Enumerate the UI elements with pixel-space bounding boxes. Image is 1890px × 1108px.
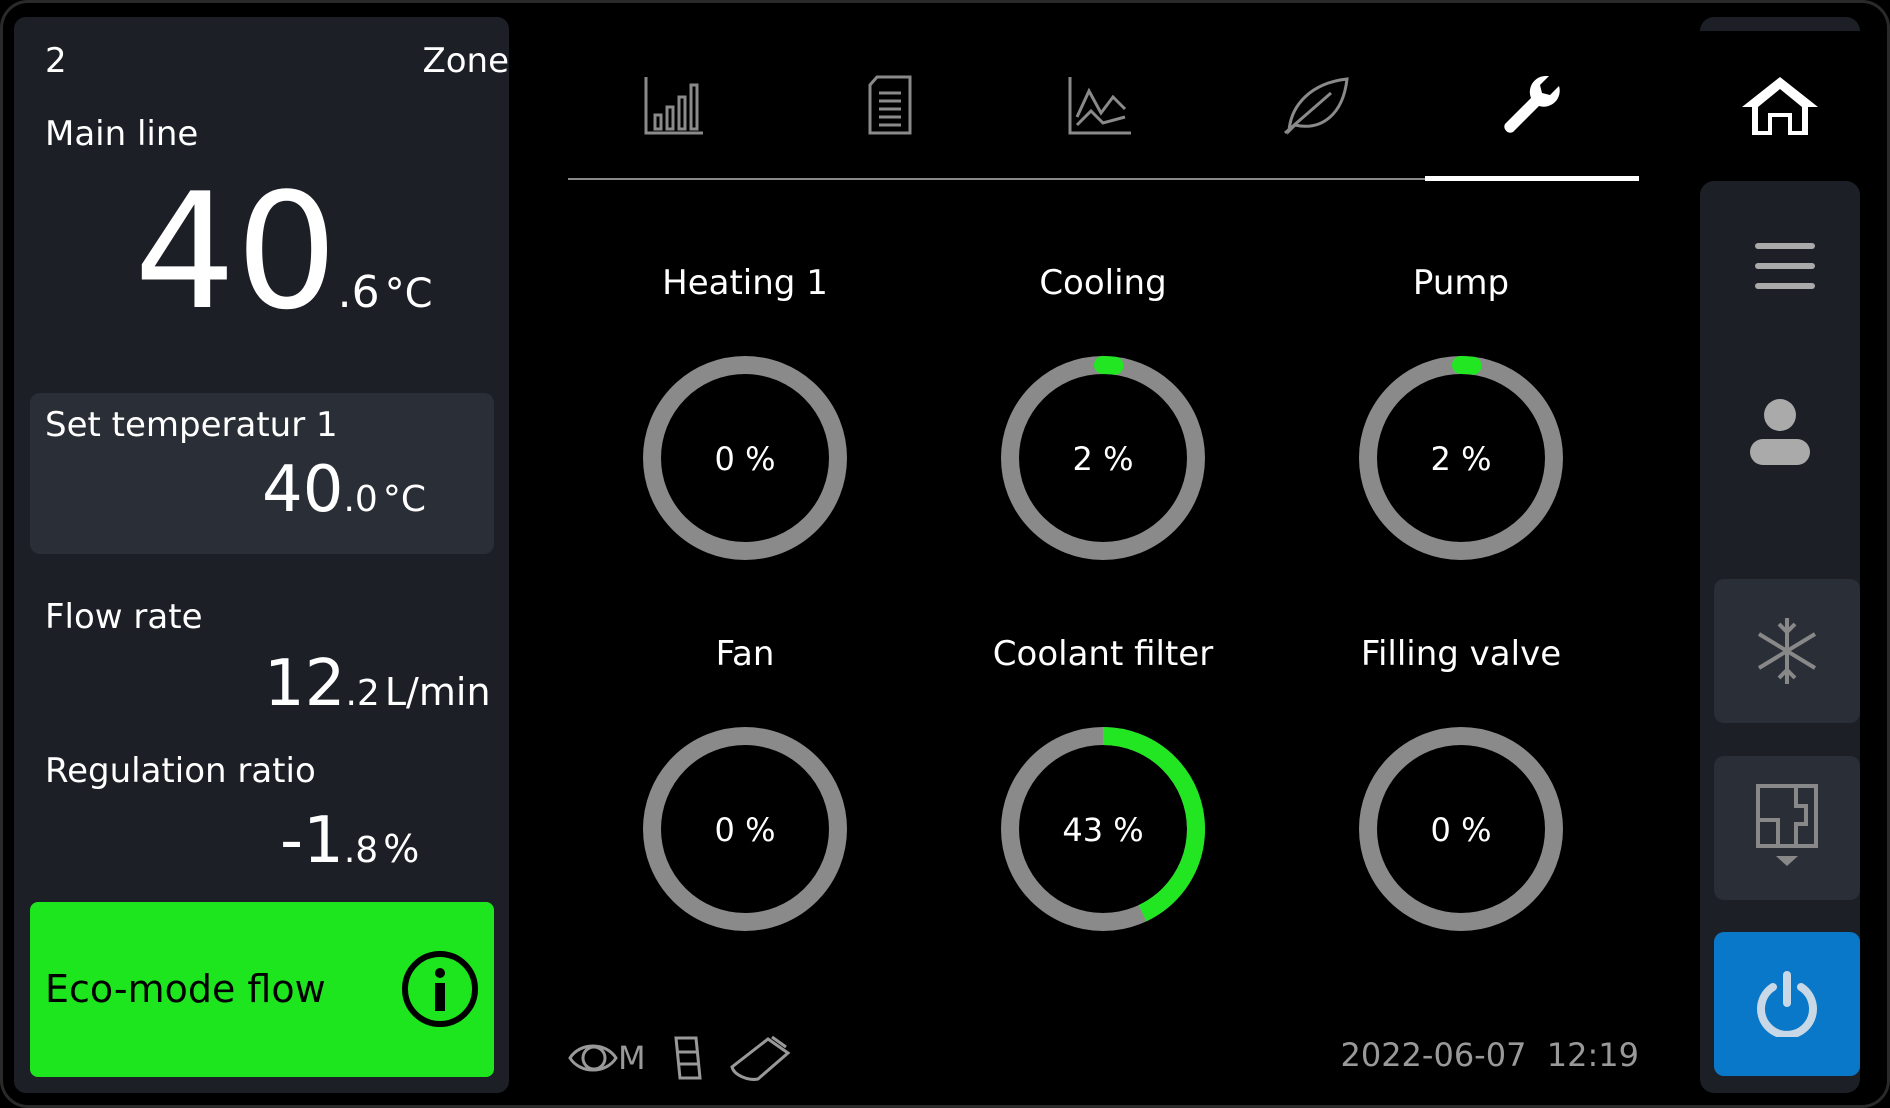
- flow-rate-value: 12.2 L/min: [264, 647, 491, 721]
- gauge-ring: 0 %: [643, 727, 847, 931]
- gauge-track: [643, 727, 847, 931]
- memory-letter: M: [618, 1039, 646, 1077]
- tab-log[interactable]: [850, 70, 930, 140]
- power-icon: [1757, 971, 1817, 1037]
- gauge-value: 2 %: [1431, 440, 1492, 478]
- memory-icon: [673, 1036, 702, 1080]
- tab-graph[interactable]: [1060, 70, 1140, 140]
- tab-service[interactable]: [1491, 70, 1571, 140]
- gauge-pump[interactable]: Pump 2 %: [1341, 263, 1581, 563]
- gauge-label: Pump: [1412, 263, 1510, 303]
- gauge-filling-valve[interactable]: Filling valve 0 %: [1341, 634, 1581, 934]
- gauge-label: Cooling: [1039, 263, 1167, 303]
- tab-statistics[interactable]: [634, 70, 714, 140]
- tab-divider: [568, 178, 1639, 180]
- gauge-label: Heating 1: [662, 263, 828, 303]
- active-tab-indicator: [1425, 176, 1639, 181]
- flow-rate-label: Flow rate: [45, 597, 203, 637]
- menu-icon: [1755, 243, 1815, 289]
- set-temperature-card[interactable]: Set temperatur 1 40.0 °C: [30, 393, 494, 554]
- eye-memory-status: M: [568, 1038, 646, 1078]
- user-button[interactable]: [1750, 399, 1810, 469]
- set-temp-int: 40: [262, 453, 344, 527]
- set-temp-label: Set temperatur 1: [45, 405, 338, 445]
- gauge-cooling[interactable]: Cooling 2 %: [983, 263, 1223, 563]
- wrench-icon: [1504, 76, 1560, 133]
- set-temp-unit: °C: [382, 479, 427, 520]
- flow-rate-dec: .2: [345, 673, 380, 714]
- menu-button[interactable]: [1755, 241, 1815, 295]
- power-button[interactable]: [1714, 932, 1860, 1076]
- eco-mode-label: Eco-mode flow: [45, 967, 326, 1011]
- sidebar: [1700, 181, 1860, 1093]
- snowflake-icon: [1757, 618, 1817, 684]
- gauge-fan[interactable]: Fan 0 %: [625, 634, 865, 934]
- user-icon: [1750, 399, 1810, 465]
- info-icon[interactable]: [400, 949, 480, 1029]
- leaf-icon: [1284, 77, 1349, 135]
- home-area: [1700, 17, 1860, 177]
- gauge-track: [1359, 727, 1563, 931]
- flow-rate-unit: L/min: [384, 670, 491, 714]
- gauge-track: [643, 356, 847, 560]
- gauge-ring: 0 %: [1359, 727, 1563, 931]
- main-line-label: Main line: [45, 114, 199, 154]
- gauge-ring: 2 %: [1001, 356, 1205, 560]
- regulation-unit: %: [383, 827, 420, 871]
- gauge-label: Coolant filter: [992, 634, 1214, 674]
- set-temp-value: 40.0 °C: [262, 453, 426, 527]
- zone-label: Zone: [422, 41, 509, 81]
- eco-mode-button[interactable]: Eco-mode flow: [30, 902, 494, 1077]
- gauge-value: 0 %: [1431, 811, 1492, 849]
- gauge-fill: [1001, 356, 1205, 560]
- gauge-label: Filling valve: [1360, 634, 1562, 674]
- regulation-int: -1: [280, 804, 344, 878]
- gauge-ring: 0 %: [643, 356, 847, 560]
- zone-number: 2: [45, 41, 67, 81]
- floorplan-button[interactable]: [1714, 756, 1860, 900]
- status-icons: M: [568, 1035, 792, 1081]
- line-chart-icon: [1068, 77, 1131, 135]
- usb-icon: [729, 1035, 791, 1081]
- main-line-int: 40: [134, 158, 338, 345]
- home-button[interactable]: [1740, 75, 1820, 141]
- flow-rate-int: 12: [264, 647, 346, 721]
- regulation-dec: .8: [343, 830, 379, 871]
- main-line-value: 40.6 °C: [134, 172, 433, 332]
- eye-icon: [568, 1044, 618, 1072]
- tab-eco[interactable]: [1276, 70, 1356, 140]
- gauge-label: Fan: [715, 634, 775, 674]
- gauge-coolant-filter[interactable]: Coolant filter 43 %: [983, 634, 1223, 934]
- regulation-label: Regulation ratio: [45, 751, 316, 791]
- time: 12:19: [1546, 1036, 1639, 1074]
- main-line-unit: °C: [384, 271, 433, 317]
- home-icon: [1742, 77, 1818, 135]
- gauge-ring: 43 %: [1001, 727, 1205, 931]
- regulation-value: -1.8 %: [280, 804, 419, 878]
- zone-panel: 2 Zone Main line 40.6 °C Set temperatur …: [14, 17, 509, 1093]
- gauge-fill: [1001, 727, 1205, 931]
- gauge-ring: 2 %: [1359, 356, 1563, 560]
- gauge-value: 0 %: [715, 811, 776, 849]
- gauge-value: 0 %: [715, 440, 776, 478]
- set-temp-dec: .0: [343, 479, 378, 520]
- floorplan-icon: [1756, 784, 1818, 866]
- gauge-value: 43 %: [1062, 811, 1143, 849]
- main-line-dec: .6: [337, 267, 380, 318]
- cooling-button[interactable]: [1714, 579, 1860, 723]
- datetime: 2022-06-07 12:19: [1340, 1036, 1639, 1074]
- document-icon: [868, 75, 912, 135]
- date: 2022-06-07: [1340, 1036, 1527, 1074]
- gauge-heating-1[interactable]: Heating 1 0 %: [625, 263, 865, 563]
- gauge-value: 2 %: [1073, 440, 1134, 478]
- gauge-fill: [1359, 356, 1563, 560]
- bar-chart-icon: [644, 77, 703, 135]
